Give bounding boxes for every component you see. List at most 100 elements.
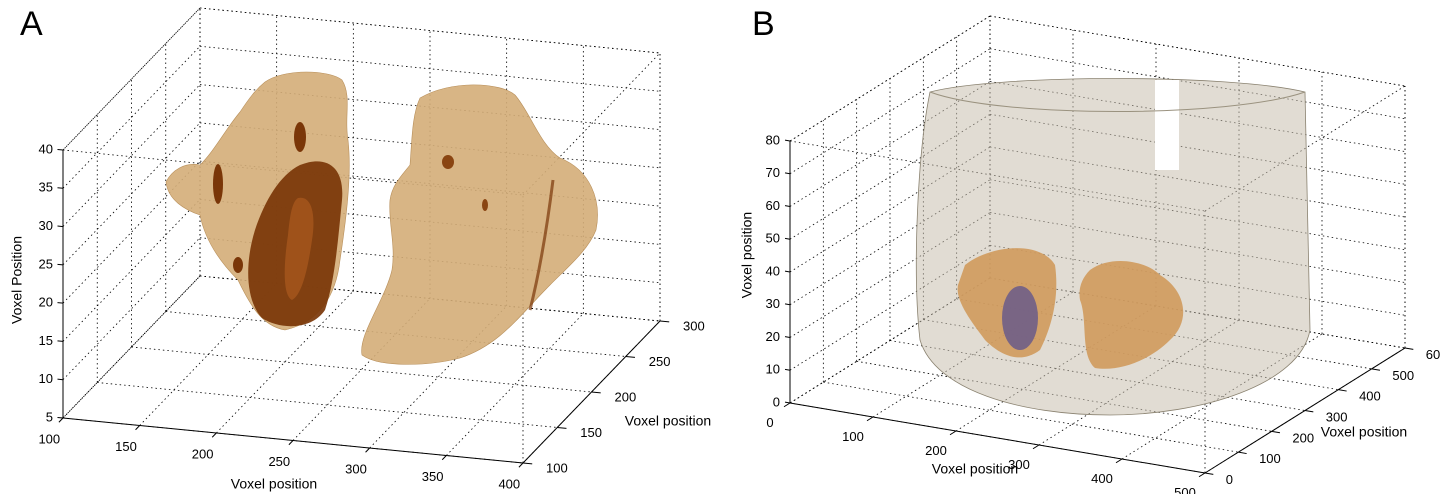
grid-line bbox=[789, 244, 991, 371]
tick-mark bbox=[1204, 472, 1214, 475]
y-tick-label: 300 bbox=[683, 319, 705, 334]
grid-line bbox=[789, 146, 991, 273]
tick-mark bbox=[784, 139, 791, 142]
tick-mark bbox=[783, 402, 791, 408]
tick-mark bbox=[1371, 368, 1381, 371]
x-tick-label: 250 bbox=[268, 454, 290, 469]
tick-mark bbox=[1238, 451, 1247, 455]
grid-line bbox=[62, 275, 201, 419]
panel-label: B bbox=[752, 5, 775, 43]
spot bbox=[482, 199, 488, 211]
y-tick-label: 250 bbox=[649, 354, 671, 369]
right-blob bbox=[361, 84, 598, 365]
tick-mark bbox=[625, 356, 635, 358]
tick-mark bbox=[1404, 347, 1414, 350]
x-tick-label: 100 bbox=[38, 432, 60, 447]
grid-line bbox=[62, 160, 201, 304]
x-tick-label: 0 bbox=[766, 415, 773, 430]
y-axis bbox=[522, 320, 661, 464]
x-tick-label: 150 bbox=[115, 439, 137, 454]
z-tick-label: 5 bbox=[46, 409, 53, 424]
y-tick-label: 100 bbox=[1259, 451, 1281, 466]
tick-mark bbox=[57, 187, 64, 189]
y-tick-label: 400 bbox=[1359, 389, 1381, 404]
grid-line bbox=[62, 7, 201, 151]
grid-line bbox=[216, 290, 354, 434]
grid-line bbox=[199, 45, 661, 92]
grid-line bbox=[789, 48, 991, 175]
y-tick-label: 150 bbox=[580, 425, 602, 440]
tick-mark bbox=[441, 455, 447, 461]
tick-mark bbox=[1198, 472, 1206, 478]
tick-mark bbox=[1304, 410, 1314, 413]
tick-mark bbox=[57, 148, 64, 151]
z-tick-label: 25 bbox=[39, 256, 53, 271]
tick-mark bbox=[211, 432, 217, 438]
spot bbox=[442, 155, 454, 169]
tick-mark bbox=[1032, 444, 1040, 450]
grid-line bbox=[789, 15, 991, 142]
z-tick-label: 80 bbox=[766, 132, 780, 147]
grid-line bbox=[446, 313, 584, 456]
tick-mark bbox=[784, 237, 791, 240]
tick-mark bbox=[522, 462, 533, 465]
inner-core bbox=[284, 197, 314, 300]
box-edge bbox=[62, 149, 524, 196]
y-axis-label: Voxel position bbox=[625, 413, 711, 429]
tick-mark bbox=[591, 391, 601, 394]
tick-mark bbox=[57, 225, 64, 228]
x-tick-label: 200 bbox=[192, 447, 214, 462]
z-tick-label: 30 bbox=[766, 296, 780, 311]
panel-label: A bbox=[20, 5, 43, 43]
y-tick-label: 200 bbox=[615, 390, 637, 405]
tick-mark bbox=[949, 430, 957, 436]
x-tick-label: 400 bbox=[1091, 471, 1113, 486]
tick-mark bbox=[57, 378, 64, 381]
tick-mark bbox=[784, 401, 791, 404]
grid-line bbox=[62, 84, 201, 227]
spot bbox=[294, 122, 306, 152]
cylinder-gap bbox=[1155, 80, 1179, 170]
z-axis-label: Voxel Position bbox=[9, 236, 25, 324]
z-tick-label: 10 bbox=[766, 362, 780, 377]
z-tick-label: 30 bbox=[39, 218, 53, 233]
tick-mark bbox=[57, 302, 64, 304]
tick-mark bbox=[135, 425, 141, 431]
x-axis bbox=[62, 417, 524, 464]
box-edge bbox=[62, 7, 201, 151]
grid-line bbox=[199, 7, 661, 54]
z-axis-label: Voxel position bbox=[739, 212, 755, 298]
panel-b-shapes bbox=[915, 78, 1311, 416]
grid-line bbox=[789, 81, 991, 207]
z-tick-label: 40 bbox=[766, 263, 780, 278]
grid-line bbox=[62, 122, 201, 266]
tick-mark bbox=[1115, 458, 1123, 464]
tick-mark bbox=[784, 270, 791, 273]
grid-line bbox=[789, 212, 991, 338]
x-tick-label: 400 bbox=[498, 477, 520, 492]
tick-mark bbox=[659, 320, 670, 323]
y-axis-label: Voxel position bbox=[1321, 424, 1407, 440]
inner-core bbox=[1002, 286, 1038, 350]
tick-mark bbox=[866, 416, 874, 422]
x-tick-label: 500 bbox=[1174, 485, 1196, 494]
panel-a-shapes bbox=[165, 71, 598, 365]
z-tick-label: 50 bbox=[766, 231, 780, 246]
spot bbox=[213, 164, 223, 204]
tick-mark bbox=[57, 416, 64, 419]
tick-mark bbox=[58, 417, 64, 423]
z-tick-label: 20 bbox=[766, 329, 780, 344]
tick-mark bbox=[518, 462, 524, 468]
y-tick-label: 200 bbox=[1292, 430, 1314, 445]
grid-line bbox=[369, 305, 507, 449]
x-tick-label: 300 bbox=[345, 462, 367, 477]
grid-line bbox=[789, 113, 991, 240]
grid-line bbox=[62, 237, 201, 380]
x-axis-label: Voxel position bbox=[932, 461, 1018, 477]
grid-line bbox=[165, 311, 626, 357]
x-tick-label: 200 bbox=[925, 443, 947, 458]
panel-a-axes: 100 150 200 250 300 350 400 100 150 200 250 300 5 10 1… bbox=[38, 7, 705, 492]
x-tick-label: 300 bbox=[1008, 457, 1030, 472]
z-tick-label: 20 bbox=[39, 295, 53, 310]
